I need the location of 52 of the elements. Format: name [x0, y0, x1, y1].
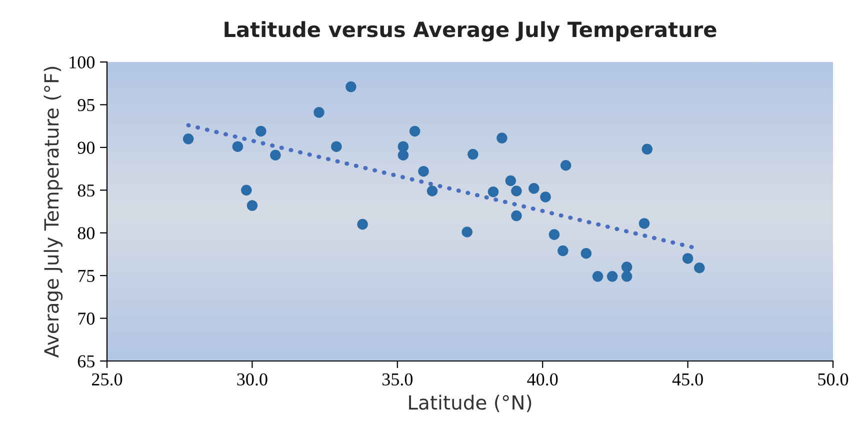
point — [346, 81, 356, 92]
point — [496, 132, 508, 144]
point — [694, 262, 705, 274]
point — [540, 192, 551, 202]
x-tick-label: 40.0 — [527, 373, 558, 386]
y-tick-label: 65 — [78, 355, 94, 368]
point — [232, 141, 244, 152]
point — [642, 144, 653, 155]
x-tick-label: 25.0 — [92, 373, 122, 386]
point — [638, 218, 650, 229]
point — [182, 134, 194, 144]
point — [621, 262, 632, 272]
point — [462, 226, 472, 238]
point — [682, 253, 694, 264]
point — [256, 126, 266, 137]
x-tick-label: 35.0 — [382, 373, 413, 386]
y-tick-label: 95 — [78, 99, 94, 112]
y-tick-label: 90 — [78, 142, 95, 154]
point — [418, 166, 429, 177]
point — [528, 183, 540, 194]
point — [511, 210, 522, 222]
point — [357, 218, 368, 230]
point — [398, 150, 409, 160]
x-tick-label: 30.0 — [237, 373, 268, 386]
point — [592, 271, 604, 282]
point — [409, 126, 420, 137]
y-tick-label: 85 — [78, 184, 94, 197]
point — [270, 150, 281, 160]
point — [314, 107, 324, 118]
point — [246, 200, 258, 211]
point — [511, 186, 522, 196]
point — [468, 148, 478, 160]
y-tick-label: 75 — [78, 270, 94, 282]
point — [505, 175, 516, 186]
y-tick-label: 80 — [78, 227, 95, 240]
point — [558, 245, 568, 256]
y-tick-label: 70 — [78, 312, 95, 325]
point — [488, 186, 499, 198]
y-axis-title: Average July Temperature (°F) — [44, 66, 63, 358]
x-tick-label: 50.0 — [818, 373, 848, 386]
y-tick-label: 100 — [70, 56, 95, 68]
x-tick-label: 45.0 — [672, 373, 703, 386]
chart-title: Latitude versus Average July Temperature — [224, 21, 716, 42]
point — [241, 184, 252, 196]
point — [606, 271, 618, 282]
x-axis-title: Latitude (°N) — [409, 394, 532, 412]
point — [426, 186, 438, 196]
point — [580, 248, 592, 259]
point — [331, 141, 342, 152]
point — [621, 271, 632, 282]
point — [548, 229, 560, 240]
point — [560, 160, 572, 171]
